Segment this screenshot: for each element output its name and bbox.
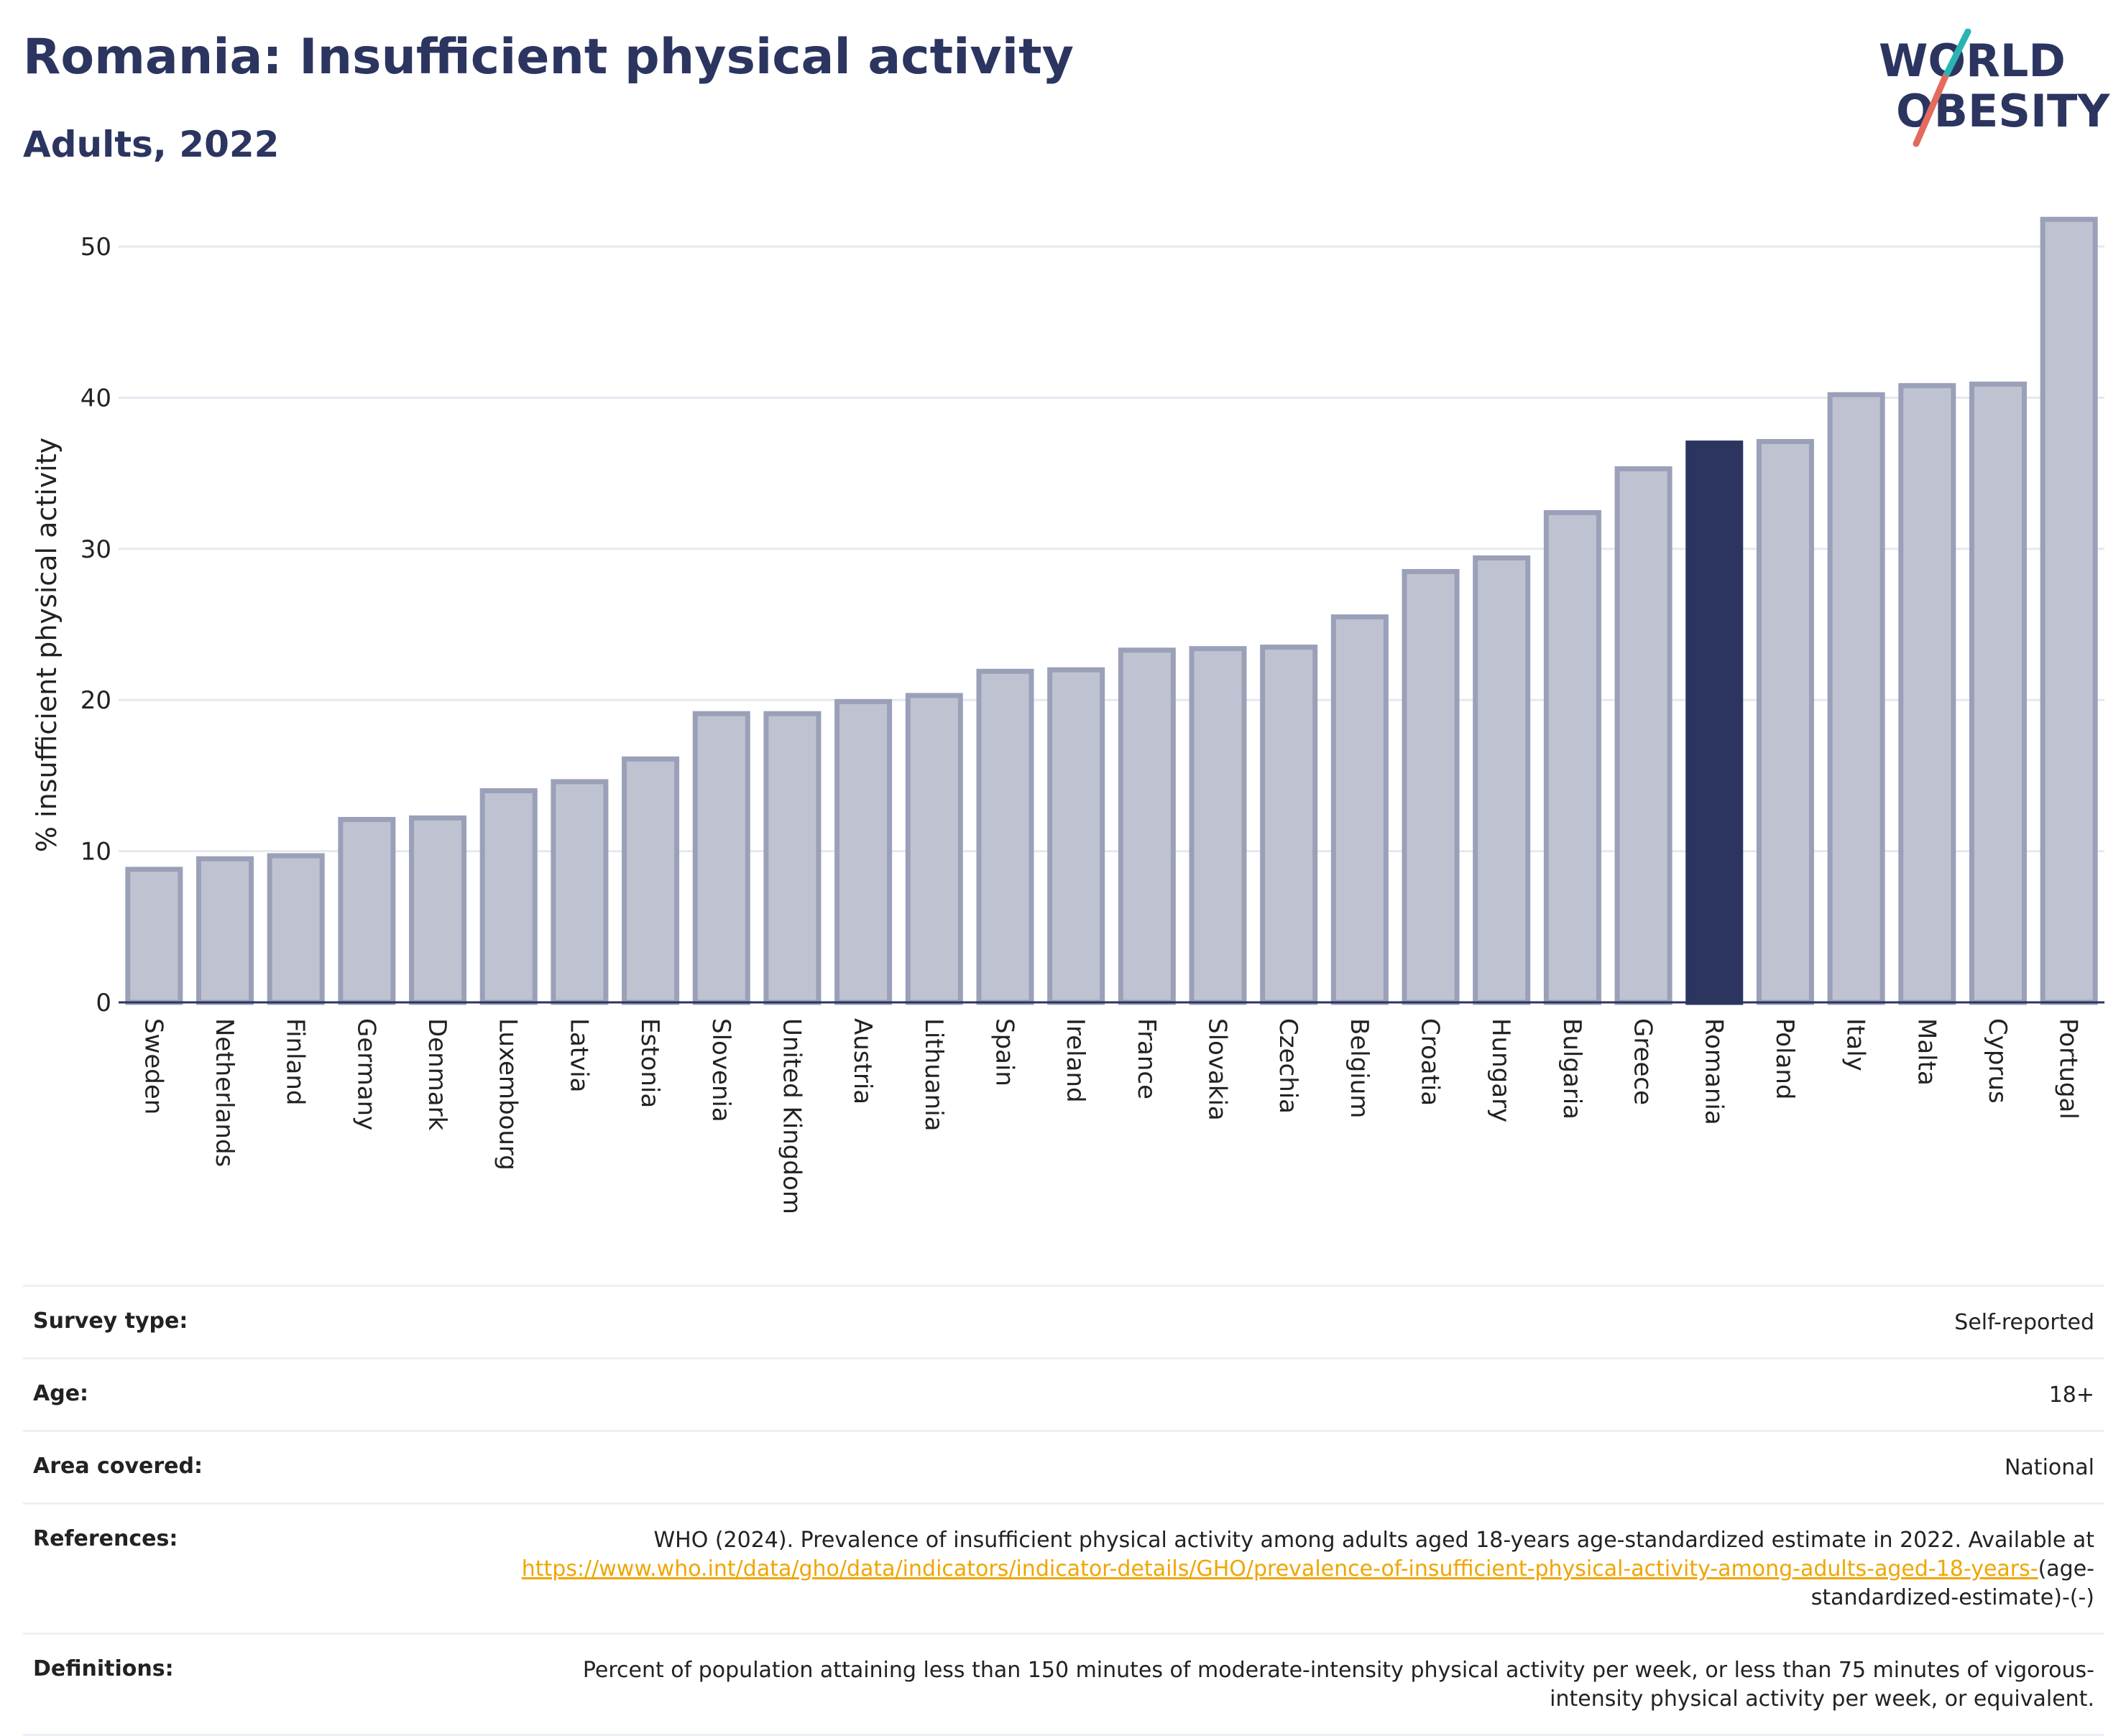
x-tick-label: United Kingdom	[777, 1018, 806, 1214]
area-covered-value: National	[2004, 1455, 2094, 1480]
x-tick-label: Spain	[990, 1018, 1018, 1086]
definitions-label: Definitions:	[33, 1656, 174, 1681]
x-tick-label: Denmark	[423, 1018, 451, 1131]
x-tick-label: Austria	[848, 1018, 877, 1104]
x-tick-label: Germany	[351, 1018, 380, 1130]
x-tick-label: Estonia	[635, 1018, 664, 1108]
definitions-value: Percent of population attaining less tha…	[582, 1658, 2094, 1712]
bar-malta	[1898, 383, 1956, 1005]
bar-cyprus	[1969, 382, 2027, 1005]
y-axis-label: % insufficient physical activity	[31, 438, 63, 852]
bar-germany	[338, 816, 396, 1005]
x-tick-label: France	[1132, 1018, 1161, 1099]
x-tick-labels: Sweden Netherlands Finland Germany Denmark Lu…	[139, 1018, 2082, 1214]
y-tick-label: 20	[80, 686, 111, 715]
y-tick-labels: 0 10 20 30 40 50	[80, 233, 111, 1017]
bar-latvia	[551, 779, 609, 1005]
x-tick-label: Latvia	[564, 1018, 593, 1093]
age-value: 18+	[2048, 1382, 2094, 1408]
references-text: WHO (2024). Prevalence of insufficient p…	[653, 1528, 2094, 1553]
area-covered-row: Area covered: National	[23, 1430, 2104, 1502]
bar-finland	[267, 853, 325, 1005]
x-tick-label: Netherlands	[210, 1018, 239, 1167]
x-tick-label: Finland	[281, 1018, 310, 1106]
x-tick-label: Hungary	[1486, 1018, 1515, 1122]
x-tick-label: Croatia	[1416, 1018, 1445, 1106]
y-tick-label: 10	[80, 838, 111, 867]
y-tick-label: 0	[96, 989, 111, 1017]
bar-romania	[1685, 440, 1744, 1005]
references-suffix: (age-standardized-estimate)-(-)	[1810, 1556, 2094, 1610]
survey-type-row: Survey type: Self-reported	[23, 1285, 2104, 1357]
y-tick-label: 50	[80, 233, 111, 262]
x-tick-label: Greece	[1629, 1018, 1657, 1105]
x-tick-label: Belgium	[1345, 1018, 1373, 1118]
x-tick-label: Italy	[1841, 1018, 1870, 1071]
bar-luxembourg	[479, 788, 538, 1005]
bar-chart: 0 10 20 30 40 50 Sweden Netherlands Finland Germ…	[31, 216, 2104, 1214]
bar-czechia	[1260, 645, 1318, 1005]
bar-slovakia	[1189, 646, 1247, 1005]
bars	[125, 216, 2098, 1005]
definitions-row: Definitions: Percent of population attai…	[23, 1633, 2104, 1736]
chart-title: Romania: Insufficient physical activity	[23, 29, 1074, 86]
age-row: Age: 18+	[23, 1357, 2104, 1430]
bar-poland	[1756, 439, 1814, 1005]
x-tick-label: Poland	[1770, 1018, 1799, 1100]
logo-slash-teal	[1941, 28, 1971, 81]
bar-greece	[1614, 466, 1672, 1005]
bar-italy	[1827, 392, 1885, 1005]
x-tick-label: Luxembourg	[494, 1018, 523, 1171]
bar-estonia	[622, 756, 680, 1005]
references-row: References: WHO (2024). Prevalence of in…	[23, 1502, 2104, 1633]
bar-portugal	[2040, 216, 2098, 1005]
logo-slash-red	[1913, 74, 1948, 147]
x-tick-label: Romania	[1699, 1018, 1728, 1125]
bar-france	[1118, 647, 1176, 1005]
references-link[interactable]: https://www.who.int/data/gho/data/indica…	[521, 1556, 2038, 1582]
x-tick-label: Portugal	[2054, 1018, 2083, 1119]
x-tick-label: Ireland	[1061, 1018, 1090, 1103]
survey-type-value: Self-reported	[1954, 1310, 2094, 1335]
bar-belgium	[1330, 614, 1389, 1005]
logo-graphic: WORLD OBESITY	[1879, 28, 2110, 147]
x-tick-label: Bulgaria	[1557, 1018, 1586, 1119]
bar-bulgaria	[1543, 509, 1601, 1005]
bar-croatia	[1402, 568, 1460, 1005]
area-covered-label: Area covered:	[33, 1454, 203, 1479]
world-obesity-logo: WORLD OBESITY	[1876, 28, 2113, 151]
survey-type-label: Survey type:	[33, 1308, 188, 1334]
bar-ireland	[1047, 667, 1105, 1005]
references-value: WHO (2024). Prevalence of insufficient p…	[513, 1526, 2094, 1612]
bar-netherlands	[196, 856, 254, 1005]
age-label: Age:	[33, 1381, 89, 1406]
x-tick-label: Lithuania	[919, 1018, 948, 1131]
y-tick-label: 30	[80, 535, 111, 564]
logo-word-world: WORLD	[1879, 34, 2066, 87]
x-tick-label: Slovenia	[707, 1018, 735, 1122]
y-tick-label: 40	[80, 384, 111, 412]
bar-hungary	[1473, 555, 1531, 1005]
bar-austria	[834, 698, 893, 1005]
bar-lithuania	[905, 693, 963, 1005]
info-table: Survey type: Self-reported Age: 18+ Area…	[23, 1285, 2104, 1736]
x-tick-label: Malta	[1912, 1018, 1941, 1086]
x-tick-label: Slovakia	[1203, 1018, 1232, 1121]
bar-sweden	[125, 867, 183, 1005]
bar-denmark	[409, 815, 467, 1005]
bar-united-kingdom	[763, 711, 822, 1005]
chart-subtitle: Adults, 2022	[23, 124, 280, 165]
x-tick-label: Czechia	[1274, 1018, 1302, 1114]
bar-slovenia	[692, 711, 750, 1005]
bar-spain	[976, 668, 1034, 1005]
x-tick-label: Sweden	[139, 1018, 167, 1114]
x-tick-label: Cyprus	[1983, 1018, 2012, 1104]
references-label: References:	[33, 1526, 178, 1551]
